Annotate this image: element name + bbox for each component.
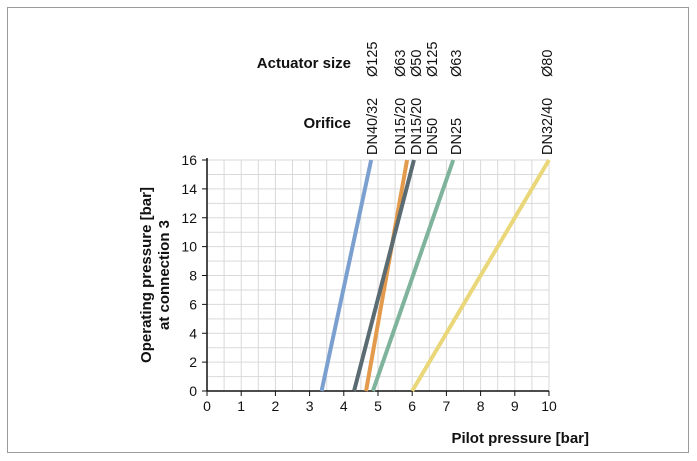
y-tick-label: 16 xyxy=(181,152,197,168)
axes xyxy=(202,158,550,396)
series-line xyxy=(352,159,416,392)
actuator-label-value: Ø125 xyxy=(365,42,381,77)
x-tick-label: 0 xyxy=(203,398,211,414)
x-tick-label: 4 xyxy=(340,398,348,414)
orifice-label-value: DN40/32 xyxy=(365,98,381,155)
series-line xyxy=(370,159,456,392)
orifice-label-value: DN25 xyxy=(449,118,465,155)
x-tick-label: 9 xyxy=(511,398,519,414)
actuator-size-label: Actuator size xyxy=(257,55,351,72)
series-lines xyxy=(319,158,551,393)
x-tick-label: 7 xyxy=(443,398,451,414)
y-tick-label: 10 xyxy=(181,239,197,255)
y-tick-label: 8 xyxy=(189,268,197,284)
y-tick-label: 12 xyxy=(181,210,197,226)
x-tick-label: 10 xyxy=(541,398,557,414)
y-tick-label: 2 xyxy=(189,354,197,370)
orifice-label-value: DN15/20 xyxy=(409,98,425,155)
y-tick-label: 14 xyxy=(181,181,197,197)
x-tick-label: 1 xyxy=(237,398,245,414)
actuator-label-value: Ø125 xyxy=(425,42,441,77)
series-header-labels: DN40/32 Ø125 DN15/20 Ø63 DN15/20 Ø50 DN50 Ø125 D… xyxy=(365,42,556,155)
series-line xyxy=(410,158,551,393)
x-axis-title: Pilot pressure [bar] xyxy=(451,430,589,447)
grid xyxy=(206,159,550,392)
y-tick-label: 0 xyxy=(189,383,197,399)
x-tick-label: 2 xyxy=(272,398,280,414)
y-axis-title-line2: at connection 3 xyxy=(156,220,173,330)
chart-frame xyxy=(7,7,689,453)
actuator-label-value: Ø50 xyxy=(409,50,425,77)
actuator-label-value: Ø80 xyxy=(540,50,556,77)
orifice-label-value: DN50 xyxy=(425,118,441,155)
y-tick-label: 4 xyxy=(189,325,197,341)
y-tick-label: 6 xyxy=(189,296,197,312)
orifice-label-value: DN32/40 xyxy=(540,98,556,155)
orifice-label-value: DN15/20 xyxy=(393,98,409,155)
x-tick-label: 3 xyxy=(306,398,314,414)
x-tick-label: 8 xyxy=(477,398,485,414)
series-line xyxy=(319,159,374,392)
orifice-label: Orifice xyxy=(303,115,351,132)
series-line xyxy=(364,159,410,392)
x-tick-label: 5 xyxy=(374,398,382,414)
x-tick-label: 6 xyxy=(408,398,416,414)
y-axis-title-line1: Operating pressure [bar] xyxy=(138,187,155,363)
actuator-label-value: Ø63 xyxy=(449,50,465,77)
actuator-label-value: Ø63 xyxy=(393,50,409,77)
